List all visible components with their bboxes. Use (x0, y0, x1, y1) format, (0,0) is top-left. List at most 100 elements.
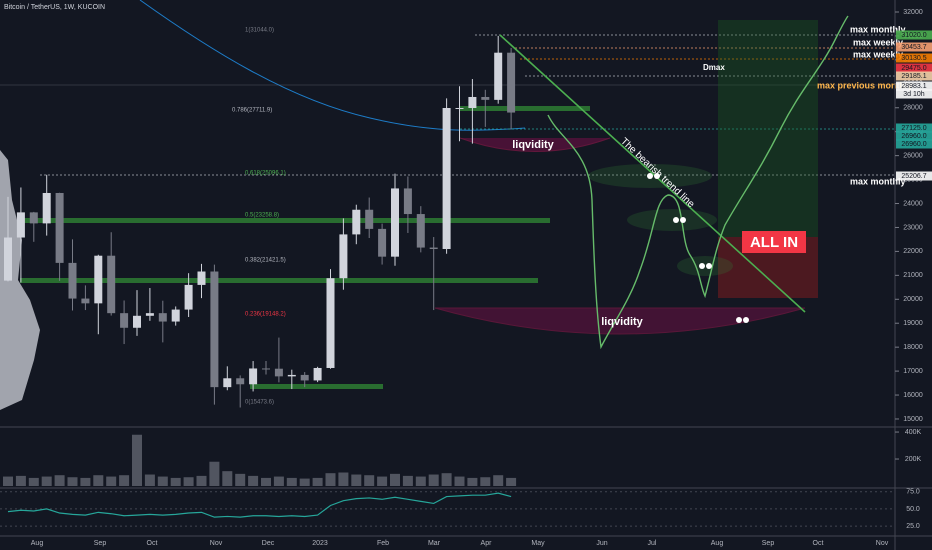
trend-line (499, 34, 806, 313)
y-tick-label: 400K (905, 429, 922, 436)
candle-body (416, 214, 425, 248)
projection (547, 15, 849, 350)
level-label: max weekly (853, 37, 903, 47)
candle-body (184, 284, 193, 310)
price-tag-label: 25206.7 (901, 173, 926, 180)
volume-bar (377, 476, 388, 486)
rsi-line (7, 492, 512, 518)
symbol-title: Bitcoin / TetherUS, 1W, KUCOIN (4, 4, 105, 11)
candle-body (455, 107, 464, 109)
volume-bar (273, 476, 284, 486)
support-zone (20, 278, 538, 283)
price-tag (896, 171, 932, 181)
volume-bar (364, 475, 375, 486)
volume-bar (299, 478, 310, 486)
candle-body (481, 96, 490, 100)
liquidity-label: liqvidity (601, 316, 643, 328)
price-tag (896, 123, 932, 133)
level-label: max previous monthly (817, 80, 913, 90)
price-tag-label: 3d 10h (903, 91, 925, 98)
volume-bar (170, 477, 181, 486)
volume-bar (480, 477, 491, 486)
volume-bar (106, 476, 117, 486)
candle-body (158, 313, 167, 322)
liquidity-label: liqvidity (512, 139, 554, 151)
liquidity-zone (459, 137, 611, 152)
candle-body (391, 188, 399, 257)
volume-bar (93, 475, 104, 486)
x-tick-label: Jul (648, 540, 657, 547)
candle-body (236, 378, 245, 385)
y-tick-label: 50.0 (906, 506, 920, 513)
support-zones (20, 106, 590, 389)
candle-body (133, 315, 141, 328)
price-tag (896, 71, 932, 81)
x-tick-label: May (531, 540, 545, 547)
candle-body (171, 309, 180, 322)
price-tag-label: 26960.0 (901, 133, 926, 140)
volume-bar (506, 477, 517, 486)
candle-body (507, 52, 516, 113)
y-tick-label: 28000 (903, 105, 923, 112)
volume-bar (80, 477, 91, 486)
candle-body (313, 367, 322, 381)
x-tick-label: Aug (31, 540, 44, 547)
candle-body (287, 374, 296, 377)
candle-body (249, 368, 258, 385)
price-tag-label: 30130.5 (901, 55, 926, 62)
x-tick-label: Sep (762, 540, 775, 547)
candle-body (378, 228, 387, 257)
candle-body (4, 237, 12, 281)
price-tag-label: 31020.0 (901, 32, 926, 39)
x-tick-label: 2023 (312, 540, 328, 547)
candle-body (197, 271, 206, 285)
volume-bar (261, 477, 271, 486)
glow (627, 209, 717, 231)
level-label: max weekly (853, 49, 903, 59)
y-tick-label: 25.0 (906, 523, 920, 530)
liquidity-zone (434, 307, 806, 335)
candle-body (274, 368, 283, 377)
fib-label: 0(15473.6) (245, 400, 274, 406)
fib-label: 0.618(25096.1) (245, 171, 286, 177)
candle-body (429, 247, 438, 250)
price-tag (896, 42, 932, 52)
volume-bar (390, 473, 400, 486)
volume-bar (338, 472, 349, 486)
x-tick-label: Oct (813, 540, 824, 547)
y-tick-label: 19000 (903, 320, 923, 327)
x-tick-label: Nov (210, 540, 223, 547)
candle-body (494, 52, 503, 100)
volume-bar (28, 477, 39, 486)
eye (647, 173, 653, 179)
price-tag (896, 81, 932, 91)
volume-bar (209, 461, 220, 486)
price-tag (896, 139, 932, 149)
all-in-label: ALL IN (750, 234, 798, 251)
candle-body (223, 378, 232, 388)
eye (743, 317, 749, 323)
y-tick-label: 20000 (903, 296, 923, 303)
volume-bar (235, 473, 246, 486)
support-zone (250, 384, 383, 389)
y-tick-label: 18000 (903, 344, 923, 351)
volume-bar (119, 475, 130, 486)
candle-body (29, 212, 38, 224)
x-tick-label: Nov (876, 540, 889, 547)
x-tick-label: Dec (262, 540, 275, 547)
price-tag-label: 29475.0 (901, 65, 926, 72)
x-tick-label: Apr (481, 540, 493, 547)
fib-label: 1(31044.0) (245, 28, 274, 34)
all-in-box (742, 231, 806, 253)
volume-bar (157, 476, 168, 486)
level-label: max monthly (850, 176, 906, 186)
fib-label: 0.382(21421.5) (245, 258, 286, 264)
y-tick-label: 22000 (903, 248, 923, 255)
price-tag (896, 89, 932, 99)
volume-bar (222, 471, 233, 486)
price-tag (896, 30, 932, 40)
candle-body (210, 271, 219, 388)
volume-bar (54, 475, 65, 486)
